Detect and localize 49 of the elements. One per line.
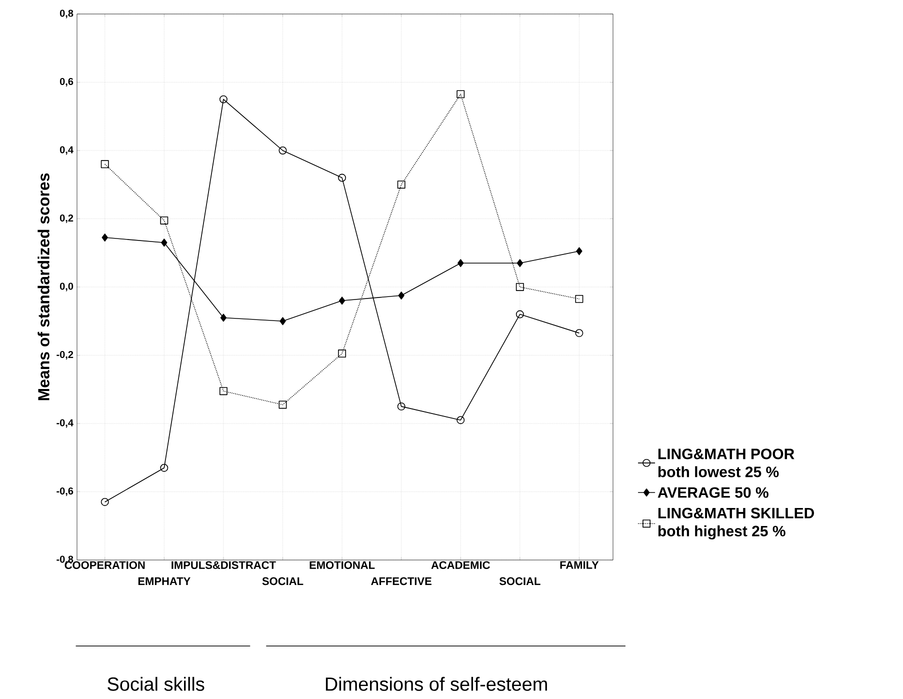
y-tick-label: -0,2 xyxy=(56,350,74,360)
x-tick-label: FAMILY xyxy=(560,561,599,569)
point xyxy=(278,146,287,154)
point xyxy=(456,90,465,98)
text: Social skills xyxy=(108,676,204,691)
point xyxy=(220,314,227,322)
point xyxy=(397,180,406,189)
y-axis-title: Means of standardized scores xyxy=(38,173,50,400)
point xyxy=(219,95,228,104)
point xyxy=(575,329,584,338)
point xyxy=(458,259,464,268)
legend-label: AVERAGE 50 % xyxy=(658,487,768,498)
point xyxy=(397,402,406,410)
legend-label: LING&MATH SKILLED both highest 25 % xyxy=(658,508,814,540)
point xyxy=(100,160,109,168)
x-tick-label: SOCIAL xyxy=(499,577,540,586)
point xyxy=(278,400,287,409)
y-tick-label: -0,4 xyxy=(56,419,74,428)
x-tick-label: EMPHATY xyxy=(138,577,190,585)
x-tick-label: AFFECTIVE xyxy=(371,577,432,586)
y-tick-label: 0,6 xyxy=(60,78,74,87)
y-tick-label: -0,6 xyxy=(56,487,74,496)
x-tick-label: EMOTIONAL xyxy=(310,561,375,569)
point xyxy=(161,238,168,247)
y-tick-label: 0,4 xyxy=(60,146,74,155)
point xyxy=(516,259,523,268)
point xyxy=(100,498,109,506)
point xyxy=(456,416,465,424)
y-tick-label: 0,0 xyxy=(60,282,74,292)
point xyxy=(219,387,228,396)
text: Dimensions of self-esteem xyxy=(326,676,547,691)
x-tick-label: ACADEMIC xyxy=(431,561,490,569)
point xyxy=(280,317,286,326)
x-tick-label: SOCIAL xyxy=(262,577,304,586)
point xyxy=(338,174,346,182)
legend-label: LING&MATH POOR both lowest 25 % xyxy=(658,448,794,478)
point xyxy=(160,216,168,224)
x-tick-label: IMPULS&DISTRACT xyxy=(172,561,276,569)
y-tick-label: 0,2 xyxy=(60,214,74,224)
point xyxy=(516,310,524,318)
point xyxy=(398,292,404,300)
point xyxy=(338,296,346,305)
point xyxy=(338,350,346,358)
y-tick-label: 0,8 xyxy=(60,10,74,18)
point xyxy=(160,464,168,472)
point xyxy=(576,247,582,256)
point xyxy=(516,283,524,291)
point xyxy=(102,234,108,242)
point xyxy=(575,294,584,303)
